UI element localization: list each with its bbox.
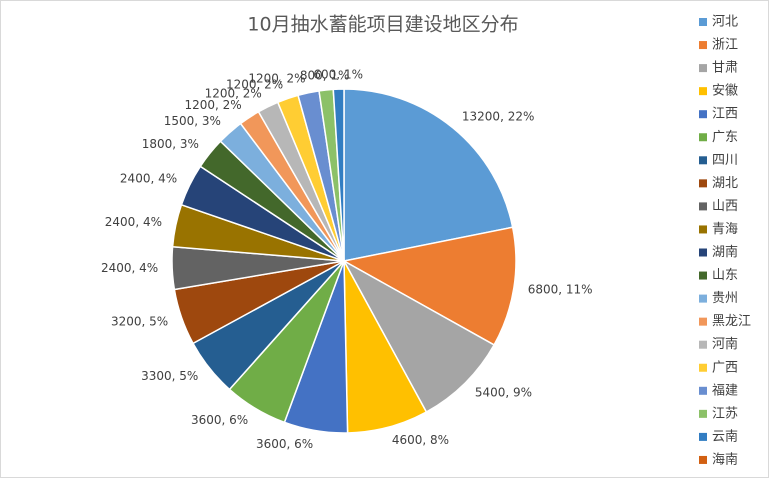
pie-slice	[341, 226, 517, 346]
legend-swatch	[699, 271, 707, 280]
legend-label: 黑龙江	[712, 314, 751, 329]
legend-swatch	[699, 386, 707, 395]
legend-label: 安徽	[712, 84, 738, 99]
chart-title: 10月抽水蓄能项目建设地区分布	[247, 14, 518, 36]
data-label: 600, 1%	[313, 68, 363, 82]
legend-swatch	[699, 202, 707, 211]
data-label: 2400, 4%	[120, 171, 177, 185]
legend-swatch	[699, 409, 707, 418]
legend-swatch	[699, 156, 707, 165]
legend-label: 山西	[712, 199, 738, 214]
legend-label: 四川	[712, 153, 738, 168]
legend-label: 广东	[712, 130, 738, 145]
data-label: 1500, 3%	[164, 114, 221, 128]
data-label: 2400, 4%	[105, 215, 162, 229]
legend-label: 浙江	[712, 38, 738, 53]
data-label: 2400, 4%	[101, 261, 158, 275]
legend-swatch	[699, 18, 707, 26]
legend-swatch	[699, 87, 707, 96]
data-label: 3600, 6%	[191, 413, 248, 427]
legend-label: 云南	[712, 428, 738, 444]
legend-swatch	[699, 41, 707, 50]
data-label: 5400, 9%	[475, 386, 532, 400]
legend-label: 海南	[712, 451, 738, 467]
legend-label: 青海	[712, 222, 738, 237]
data-label: 1200, 2%	[205, 87, 262, 101]
legend-swatch	[699, 432, 707, 441]
data-label: 3300, 5%	[141, 369, 198, 383]
data-label: 13200, 22%	[462, 110, 534, 124]
pie-slice	[332, 88, 345, 262]
data-label: 3600, 6%	[256, 437, 313, 451]
legend-swatch	[699, 225, 707, 234]
legend-label: 江苏	[712, 405, 738, 421]
legend-swatch	[699, 340, 707, 349]
legend-label: 河北	[712, 15, 738, 30]
data-label: 6800, 11%	[528, 282, 593, 296]
data-label: 1200, 2%	[184, 98, 241, 112]
legend-label: 湖北	[712, 176, 738, 191]
legend-label: 福建	[712, 383, 738, 398]
legend-swatch	[699, 294, 707, 303]
legend-swatch	[699, 110, 707, 119]
legend-swatch	[699, 455, 707, 464]
legend-label: 湖南	[712, 244, 738, 260]
legend-swatch	[699, 248, 707, 257]
legend-swatch	[699, 64, 707, 73]
data-label: 1200, 2%	[226, 78, 283, 92]
pie-slice	[342, 259, 496, 414]
legend-label: 山东	[712, 268, 738, 283]
legend-swatch	[699, 317, 707, 326]
legend-swatch	[699, 179, 707, 188]
data-label: 1800, 3%	[142, 137, 199, 151]
legend-label: 广西	[712, 360, 738, 375]
legend-swatch	[699, 363, 707, 372]
legend-label: 甘肃	[712, 61, 738, 76]
data-label: 800, 1%	[300, 69, 350, 83]
data-label: 3200, 5%	[111, 314, 168, 328]
data-label: 4600, 8%	[392, 433, 449, 447]
data-label: 1200, 2%	[248, 72, 305, 86]
legend-label: 江西	[712, 107, 738, 122]
pie-slice	[343, 88, 514, 262]
legend-swatch	[699, 133, 707, 142]
legend-label: 贵州	[712, 291, 738, 306]
legend-label: 河南	[712, 336, 738, 352]
